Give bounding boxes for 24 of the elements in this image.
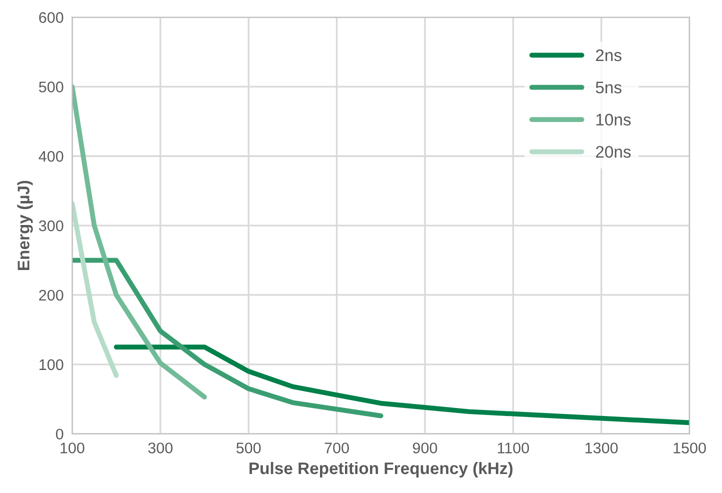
y-tick-label: 400 bbox=[38, 150, 64, 162]
x-tick-label: 500 bbox=[236, 442, 261, 454]
line-series bbox=[72, 258, 384, 418]
x-tick-label: 1500 bbox=[674, 442, 706, 454]
y-tick-label: 0 bbox=[56, 428, 64, 440]
x-axis-title: Pulse Repetition Frequency (kHz) bbox=[250, 462, 512, 478]
x-tick-label: 1300 bbox=[585, 442, 618, 454]
x-tick-label: 300 bbox=[148, 442, 173, 454]
x-tick-label: 100 bbox=[60, 442, 84, 454]
legend-label: 5ns bbox=[596, 82, 622, 94]
y-tick-label: 600 bbox=[39, 12, 64, 23]
legend-label: 20ns bbox=[596, 146, 631, 158]
legend-label: 2ns bbox=[596, 49, 622, 62]
legend-label: 10ns bbox=[596, 114, 631, 126]
y-tick-label: 100 bbox=[40, 359, 64, 370]
x-tick-label: 900 bbox=[412, 442, 438, 454]
y-axis-title: Energy (µJ) bbox=[17, 180, 33, 270]
x-tick-label: 700 bbox=[324, 442, 349, 454]
x-tick-label: 1100 bbox=[498, 442, 529, 454]
line-series bbox=[114, 344, 690, 426]
y-tick-label: 300 bbox=[38, 220, 64, 232]
y-tick-label: 200 bbox=[39, 290, 64, 301]
y-tick-label: 500 bbox=[38, 82, 64, 92]
line-series bbox=[72, 84, 207, 400]
